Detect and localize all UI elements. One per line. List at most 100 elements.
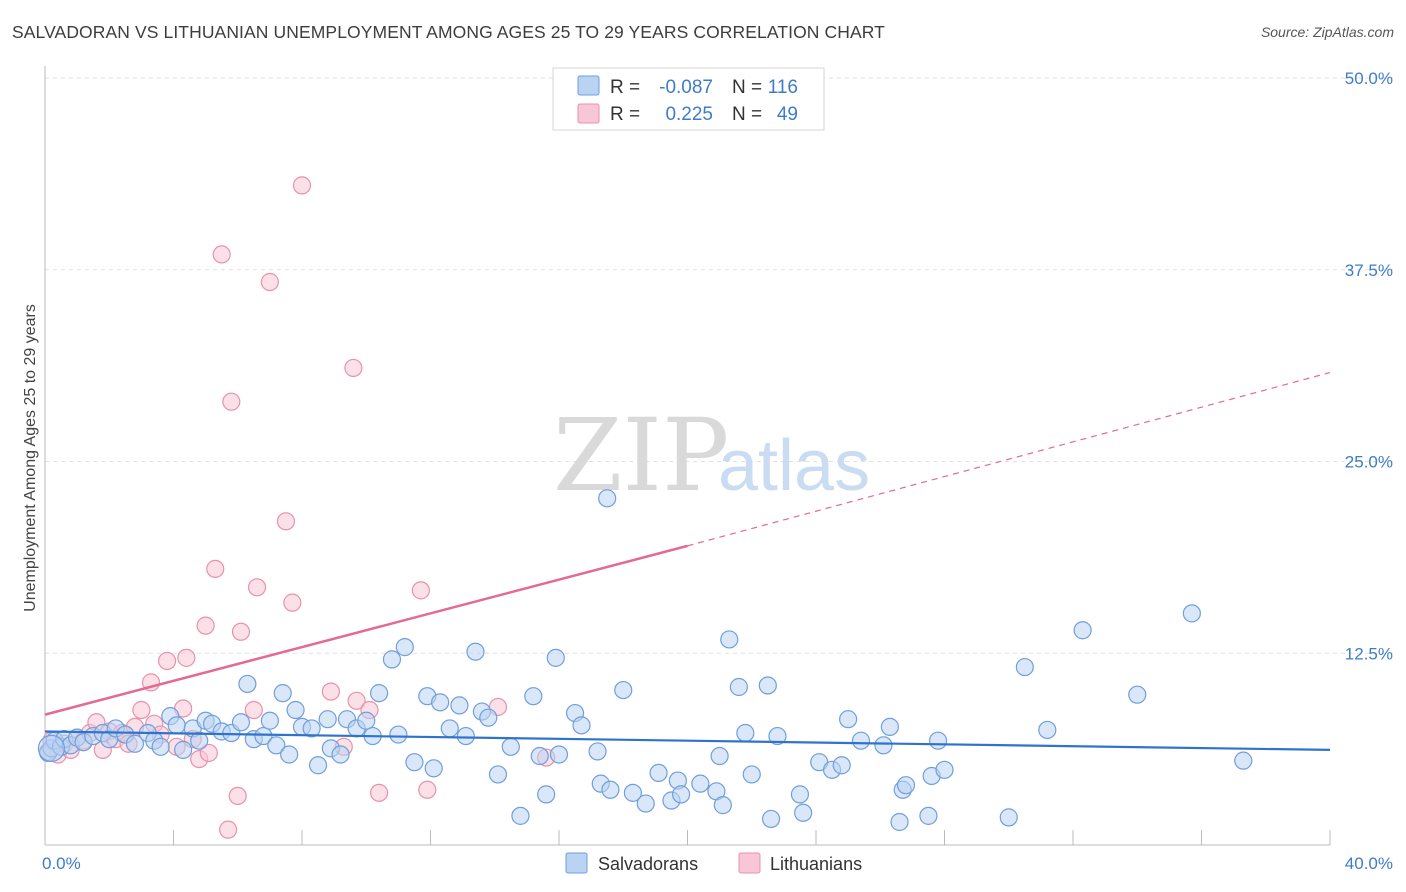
salvadoran-point-51: [424, 759, 443, 778]
salvadoran-point-96: [839, 710, 858, 729]
salvadoran-point-33: [280, 745, 299, 764]
salvadoran-point-112: [1182, 604, 1201, 623]
salvadoran-point-54: [450, 696, 469, 715]
series-legend-swatch-lithuanians: [738, 852, 761, 874]
series-legend-label-salvadorans: Salvadorans: [598, 854, 698, 874]
salvadoran-point-82: [710, 746, 729, 766]
lithuanian-point-35: [260, 272, 279, 292]
legend-swatch-salvadorans: [577, 75, 600, 96]
salvadoran-point-83: [713, 796, 732, 815]
salvadoran-point-107: [999, 808, 1018, 827]
y-tick-label-1: 25.0%: [1345, 453, 1393, 472]
data-points: [37, 176, 1253, 839]
lithuanian-point-39: [321, 682, 341, 701]
lithuanian-point-22: [177, 648, 196, 667]
correlation-legend: R = -0.087 N = 116 R = 0.225 N = 49: [552, 67, 825, 131]
watermark-zip: ZIP: [553, 397, 729, 514]
salvadoran-point-76: [649, 763, 668, 783]
lithuanian-point-46: [418, 780, 437, 799]
salvadoran-point-109: [1038, 720, 1057, 740]
salvadoran-point-56: [466, 642, 485, 661]
salvadoran-point-95: [832, 756, 851, 775]
lithuanian-point-45: [411, 581, 430, 600]
salvadoran-point-92: [794, 803, 813, 822]
salvadoran-point-45: [370, 684, 389, 703]
salvadoran-point-90: [768, 726, 787, 746]
series-legend-label-lithuanians: Lithuanians: [770, 854, 862, 874]
salvadoran-point-55: [456, 726, 475, 746]
salvadoran-point-32: [273, 684, 292, 703]
salvadoran-point-102: [896, 776, 916, 795]
salvadoran-point-63: [530, 746, 549, 766]
salvadoran-point-16: [151, 737, 170, 756]
salvadoran-point-99: [880, 717, 899, 736]
salvadoran-point-38: [318, 710, 337, 729]
legend-r-label-0: R =: [610, 77, 640, 98]
y-tick-label-2: 37.5%: [1345, 261, 1393, 280]
x-tick-label-1: 40.0%: [1345, 854, 1393, 873]
salvadoran-point-60: [501, 737, 520, 756]
salvadoran-point-88: [758, 676, 777, 695]
lithuanian-point-37: [283, 593, 302, 612]
salvadoran-point-91: [790, 785, 810, 804]
salvadoran-point-18: [167, 716, 186, 735]
y-axis-label: Unemployment Among Ages 25 to 29 years: [22, 304, 39, 612]
legend-n-value-1: 49: [777, 104, 798, 125]
lithuanian-point-29: [219, 820, 238, 839]
salvadoran-point-43: [357, 711, 376, 730]
salvadoran-point-71: [601, 780, 620, 799]
salvadoran-point-31: [267, 736, 286, 755]
legend-n-label-0: N =: [732, 77, 762, 98]
salvadoran-point-47: [389, 725, 408, 744]
lithuanian-point-28: [212, 245, 231, 264]
salvadoran-point-100: [890, 812, 909, 832]
lithuanian-point-36: [276, 512, 296, 531]
salvadoran-point-48: [395, 638, 414, 657]
lithuanian-point-33: [244, 700, 263, 720]
salvadoran-point-29: [254, 726, 273, 746]
salvadoran-point-19: [174, 740, 193, 759]
salvadoran-point-89: [761, 809, 781, 829]
x-tick-label-0: 0.0%: [42, 854, 81, 873]
salvadoran-point-37: [308, 756, 328, 775]
legend-n-value-0: 116: [768, 77, 798, 98]
grid-lines: [45, 77, 1395, 654]
y-tick-labels: 12.5% 25.0% 37.5% 50.0%: [1345, 69, 1393, 663]
x-tick-labels: 0.0% 40.0%: [42, 854, 1393, 873]
salvadoran-point-87: [742, 765, 761, 784]
salvadoran-point-66: [549, 745, 569, 764]
salvadoran-point-59: [488, 765, 508, 784]
salvadoran-point-110: [1073, 621, 1092, 640]
legend-swatch-lithuanians: [577, 103, 600, 124]
chart-title: SALVADORAN VS LITHUANIAN UNEMPLOYMENT AM…: [12, 22, 885, 42]
series-legend: Salvadorans Lithuanians: [565, 852, 862, 874]
lithuanian-point-42: [347, 691, 366, 710]
legend-r-label-1: R =: [610, 104, 640, 125]
salvadoran-point-69: [588, 742, 607, 761]
lithuanian-point-32: [231, 622, 251, 641]
salvadoran-point-97: [851, 731, 871, 750]
salvadoran-point-85: [729, 677, 749, 697]
lithuanian-point-38: [292, 176, 312, 195]
lithuanian-trend-extension: [687, 371, 1331, 547]
salvadoran-trend-line: [44, 730, 1331, 751]
salvadoran-point-73: [614, 680, 633, 700]
salvadoran-point-113: [1234, 751, 1253, 770]
salvadoran-point-26: [231, 713, 251, 732]
salvadoran-point-111: [1128, 685, 1147, 704]
salvadoran-point-108: [1015, 657, 1034, 677]
salvadoran-cluster-point: [37, 734, 66, 762]
legend-n-label-1: N =: [732, 104, 762, 125]
lithuanian-point-44: [370, 783, 389, 802]
lithuanian-trend-line: [44, 544, 688, 716]
salvadoran-point-105: [928, 731, 948, 750]
salvadoran-point-86: [736, 723, 755, 743]
salvadoran-point-62: [524, 687, 543, 706]
lithuanian-point-25: [196, 616, 215, 635]
trend-lines: [44, 371, 1331, 751]
salvadoran-point-65: [546, 648, 565, 667]
salvadoran-point-68: [572, 716, 591, 735]
salvadoran-point-21: [190, 731, 209, 750]
series-legend-swatch-salvadorans: [565, 852, 588, 874]
